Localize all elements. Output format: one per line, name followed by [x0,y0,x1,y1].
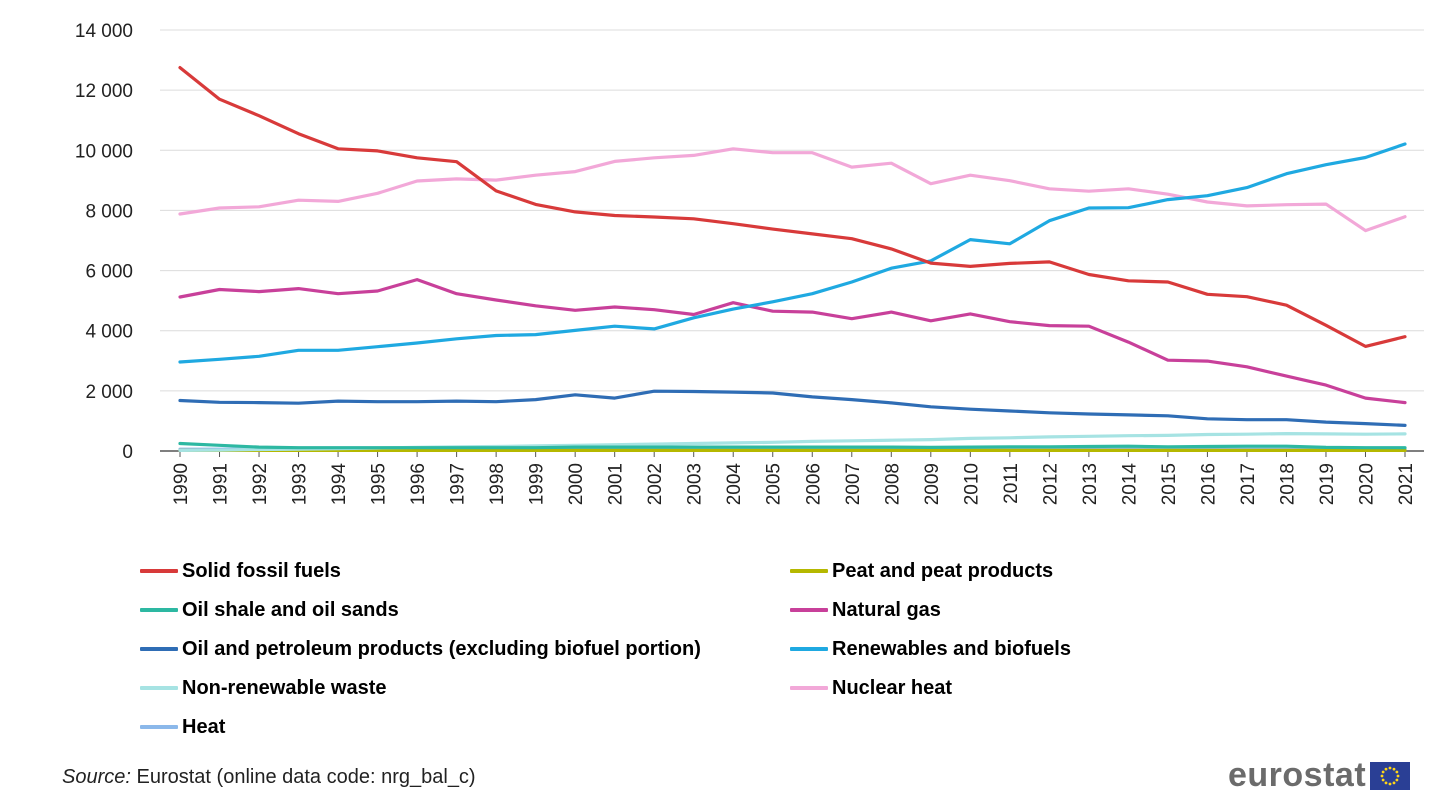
legend-item-solid-fossil-fuels: Solid fossil fuels [140,556,341,586]
line-chart: 0 2 000 4 000 6 000 8 000 10 000 12 000 14 000 1… [75,21,1424,505]
legend-label: Peat and peat products [832,559,1054,582]
x-tick-label: 2000 [566,463,587,505]
x-tick-label: 1993 [290,463,311,505]
x-tick-label: 2006 [803,463,824,505]
source-text: Eurostat (online data code: nrg_bal_c) [130,766,476,788]
legend-item-oil-petroleum: Oil and petroleum products (excluding bi… [140,634,701,664]
x-tick-label: 1991 [211,463,232,505]
legend-label: Non-renewable waste [182,676,387,699]
x-tick-label: 2002 [645,463,666,505]
x-tick-label: 2021 [1396,463,1417,505]
legend-item-heat: Heat [140,712,225,742]
series-line-natural-gas [178,278,1407,405]
x-tick-label: 1990 [171,463,192,505]
x-tick-label: 1995 [369,463,390,505]
gridlines [160,29,1424,392]
legend-swatch [790,608,828,612]
series-lines [178,65,1407,452]
x-tick-label: 2020 [1356,463,1377,505]
x-tick-label: 2007 [843,463,864,505]
legend-swatch [140,686,178,690]
source-prefix: Source: [62,766,131,788]
eu-flag-icon [1370,761,1411,790]
legend-item-nuclear-heat: Nuclear heat [790,673,952,703]
series-line-solid-fossil-fuels [178,65,1407,348]
x-tick-label: 2013 [1080,463,1101,505]
x-tick-label: 1997 [448,463,469,505]
y-tick-label: 6 000 [85,262,133,283]
legend-item-non-renewable-waste: Non-renewable waste [140,673,387,703]
legend-item-oil-shale: Oil shale and oil sands [140,595,399,625]
legend-label: Solid fossil fuels [182,559,341,582]
legend-label: Nuclear heat [832,676,953,699]
y-tick-label: 10 000 [75,141,133,162]
y-tick-label: 0 [122,442,133,463]
legend-item-renewables: Renewables and biofuels [790,634,1071,664]
x-tick-label: 2010 [961,463,982,505]
x-tick-label: 1996 [408,463,429,505]
x-tick-label: 2018 [1277,463,1298,505]
legend-label: Heat [182,715,226,738]
x-tick-label: 2011 [1001,463,1022,504]
x-tick-label: 2019 [1317,463,1338,505]
x-tick-label: 2014 [1119,463,1140,506]
y-tick-label: 12 000 [75,81,133,102]
legend-label: Oil shale and oil sands [182,598,399,621]
eurostat-logo: eurostat [1228,756,1411,795]
x-tick-label: 2003 [685,463,706,505]
series-line-nuclear-heat [178,147,1407,233]
x-tick-label: 1994 [329,463,350,506]
legend-swatch [790,686,828,690]
legend-swatch [140,647,178,651]
x-tick-label: 1992 [250,463,271,505]
x-tick-label: 2005 [764,463,785,505]
legend-swatch [790,647,828,651]
x-tick-label: 2004 [724,463,745,506]
y-tick-label: 4 000 [85,322,133,343]
y-tick-label: 14 000 [75,21,133,42]
x-tick-label: 2015 [1159,463,1180,505]
x-tick-label: 2017 [1238,463,1259,505]
series-line-renewables-and-biofuels [178,142,1407,364]
y-tick-label: 8 000 [85,201,133,222]
x-tick-label: 1999 [527,463,548,505]
series-line-oil-and-petroleum-products-excluding-biofuel-portion [178,389,1407,427]
legend-label: Renewables and biofuels [832,637,1071,660]
tick-labels: 0 2 000 4 000 6 000 8 000 10 000 12 000 14 000 1… [75,21,1417,505]
series-line-oil-shale-and-oil-sands [178,441,1407,450]
legend-swatch [140,608,178,612]
x-tick-label: 2001 [606,463,627,505]
legend-swatch [140,725,178,729]
legend-swatch [140,569,178,573]
x-tick-label: 1998 [487,463,508,505]
source-note: Source: Eurostat (online data code: nrg_… [62,766,476,789]
x-tick-label: 2009 [922,463,943,505]
legend-item-peat: Peat and peat products [790,556,1053,586]
x-tick-label: 2008 [882,463,903,505]
legend-swatch [790,569,828,573]
brand-wordmark: eurostat [1228,756,1367,794]
legend-item-natural-gas: Natural gas [790,595,941,625]
x-tick-label: 2012 [1040,463,1061,505]
legend: Solid fossil fuels Peat and peat product… [140,556,1340,756]
y-tick-label: 2 000 [85,382,133,403]
legend-label: Natural gas [832,598,941,621]
legend-label: Oil and petroleum products (excluding bi… [182,637,701,660]
x-tick-label: 2016 [1198,463,1219,505]
